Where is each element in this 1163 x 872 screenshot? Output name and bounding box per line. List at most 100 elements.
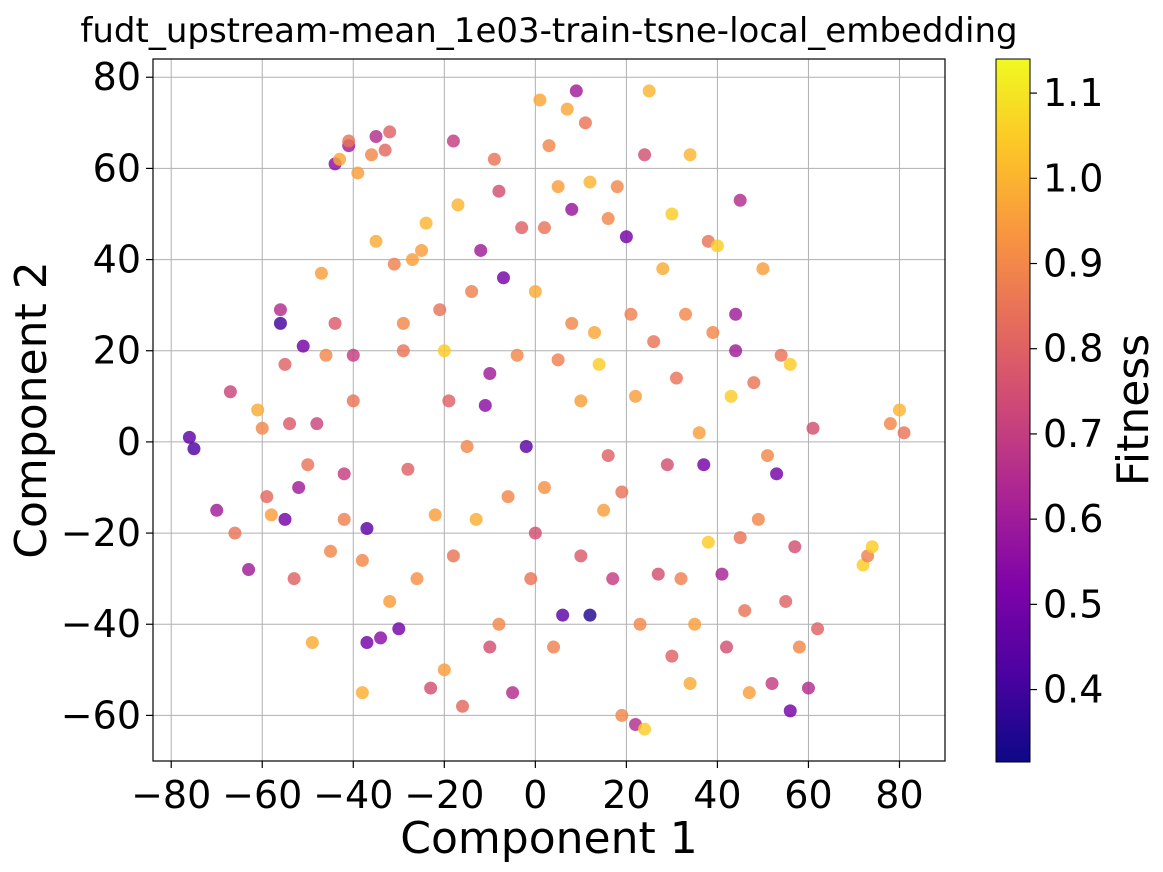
plot-frame: [152, 58, 946, 762]
data-point: [328, 316, 342, 330]
data-point: [433, 303, 447, 317]
data-point: [251, 403, 265, 417]
data-point: [760, 449, 774, 463]
data-point: [492, 617, 506, 631]
data-point: [182, 430, 196, 444]
x-axis-label: Component 1: [400, 813, 697, 864]
data-point: [342, 134, 356, 148]
data-point: [792, 640, 806, 654]
data-point: [419, 216, 433, 230]
y-tick-label: −40: [61, 602, 141, 646]
data-point: [747, 376, 761, 390]
data-point: [456, 699, 470, 713]
data-point: [483, 640, 497, 654]
data-point: [260, 490, 274, 504]
x-tick-label: −40: [313, 773, 393, 817]
data-point: [410, 572, 424, 586]
colorbar-tick-label: 0.7: [1043, 412, 1103, 456]
data-point: [542, 139, 556, 153]
x-tick-label: 40: [693, 773, 741, 817]
data-point: [396, 344, 410, 358]
data-point: [501, 490, 515, 504]
data-point: [242, 563, 256, 577]
data-point: [756, 262, 770, 276]
data-point: [401, 462, 415, 476]
data-point: [387, 257, 401, 271]
data-point: [638, 148, 652, 162]
data-point: [697, 458, 711, 472]
data-point: [442, 394, 456, 408]
data-point: [296, 339, 310, 353]
data-point: [210, 503, 224, 517]
x-tick-label: −60: [222, 773, 302, 817]
y-tick-label: 60: [93, 146, 141, 190]
data-point: [774, 348, 788, 362]
data-point: [319, 348, 333, 362]
data-point: [305, 635, 319, 649]
data-point: [264, 508, 278, 522]
data-point: [223, 385, 237, 399]
data-point: [310, 417, 324, 431]
data-point: [460, 439, 474, 453]
data-point: [588, 326, 602, 340]
data-point: [469, 512, 483, 526]
data-point: [683, 677, 697, 691]
data-point: [510, 348, 524, 362]
data-point: [551, 180, 565, 194]
y-tick-label: 0: [117, 420, 141, 464]
data-point: [811, 622, 825, 636]
data-point: [692, 426, 706, 440]
data-point: [524, 572, 538, 586]
data-point: [597, 503, 611, 517]
data-point: [337, 512, 351, 526]
data-point: [665, 207, 679, 221]
grid-lines: [153, 59, 945, 761]
data-point: [346, 348, 360, 362]
data-point: [533, 93, 547, 107]
data-point: [665, 649, 679, 663]
data-point: [474, 243, 488, 257]
data-point: [383, 125, 397, 139]
colorbar-tick-label: 0.9: [1043, 242, 1103, 286]
data-point: [801, 681, 815, 695]
data-point: [301, 458, 315, 472]
data-point: [583, 175, 597, 189]
data-point: [651, 567, 665, 581]
data-point: [619, 230, 633, 244]
colorbar-tick-label: 0.5: [1043, 582, 1103, 626]
data-point: [483, 367, 497, 381]
y-tick-label: 80: [93, 55, 141, 99]
data-point: [451, 198, 465, 212]
data-point: [674, 572, 688, 586]
data-point: [601, 449, 615, 463]
data-point: [669, 371, 683, 385]
data-point: [565, 202, 579, 216]
data-point: [551, 353, 565, 367]
data-point: [228, 526, 242, 540]
x-tick-label: 60: [784, 773, 832, 817]
data-point: [273, 303, 287, 317]
data-point: [883, 417, 897, 431]
data-point: [496, 271, 510, 285]
data-point: [892, 403, 906, 417]
chart-title: fudt_upstream-mean_1e03-train-tsne-local…: [80, 11, 1017, 51]
data-point: [688, 617, 702, 631]
x-axis-ticks: −80 −60 −40 −20 0 20 40 60 80: [131, 761, 924, 817]
data-point: [806, 421, 820, 435]
data-point: [606, 572, 620, 586]
colorbar: [995, 58, 1031, 763]
data-point: [583, 608, 597, 622]
y-axis-ticks: −60 −40 −20 0 20 40 60 80: [61, 55, 153, 737]
data-point: [506, 686, 520, 700]
data-point: [770, 467, 784, 481]
y-tick-label: 40: [93, 238, 141, 282]
data-point: [255, 421, 269, 435]
data-point: [556, 608, 570, 622]
y-tick-label: 20: [93, 329, 141, 373]
data-point: [865, 540, 879, 554]
data-point: [383, 594, 397, 608]
data-point: [369, 234, 383, 248]
data-point: [733, 531, 747, 545]
data-point: [720, 640, 734, 654]
